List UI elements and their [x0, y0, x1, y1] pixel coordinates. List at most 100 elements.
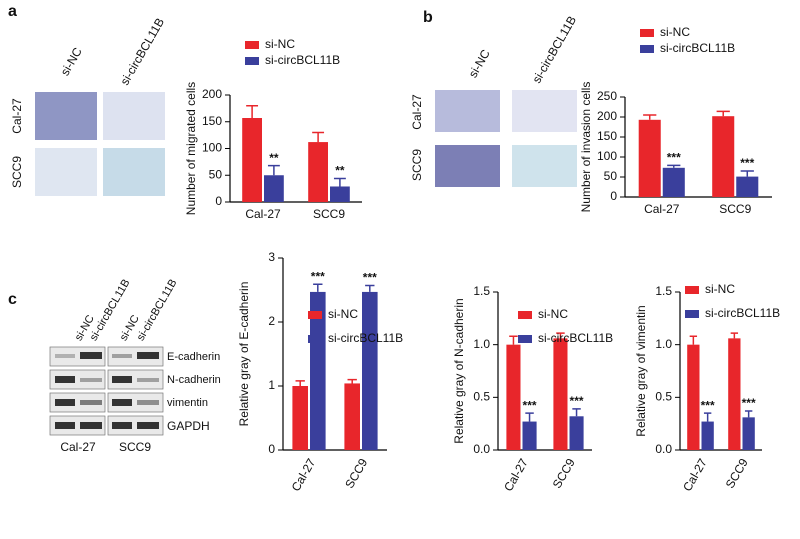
- x-tick-label: Cal-27: [245, 207, 281, 221]
- x-tick-label: Cal-27: [501, 456, 531, 494]
- y-tick-label: 200: [597, 109, 617, 123]
- y-tick-label: 2: [268, 314, 275, 328]
- x-tick-label: Cal-27: [289, 456, 319, 494]
- lane-label: si-circBCL11B: [135, 277, 180, 343]
- y-axis-label: Relative gray of N-cadherin: [452, 298, 466, 443]
- bar: [687, 344, 700, 450]
- bar: [344, 383, 360, 450]
- x-tick-label: Cal-27: [644, 202, 680, 216]
- legend-label: si-circBCL11B: [538, 331, 613, 345]
- y-tick-label: 100: [597, 149, 617, 163]
- panel-label: b: [423, 9, 433, 26]
- significance-label: ***: [742, 396, 756, 410]
- legend-label: si-NC: [660, 25, 690, 39]
- significance-label: ***: [363, 271, 377, 285]
- error-bar: [667, 164, 681, 168]
- y-tick-label: 200: [202, 87, 222, 101]
- error-bar: [744, 410, 753, 418]
- y-tick-label: 1.5: [655, 284, 672, 298]
- significance-label: ***: [570, 394, 584, 408]
- bar: [728, 338, 741, 450]
- y-tick-label: 0.5: [655, 390, 672, 404]
- y-tick-label: 0: [215, 194, 222, 208]
- y-axis-label: Number of migrated cells: [184, 82, 198, 215]
- legend-swatch: [308, 335, 322, 343]
- micrograph: [35, 92, 97, 140]
- y-tick-label: 150: [597, 129, 617, 143]
- y-tick-label: 100: [202, 141, 222, 155]
- x-tick-label: SCC9: [719, 202, 751, 216]
- significance-label: **: [269, 151, 279, 165]
- group-label: Cal-27: [60, 440, 96, 454]
- error-bar: [295, 380, 305, 386]
- y-tick-label: 3: [268, 250, 275, 264]
- legend-swatch: [308, 311, 322, 319]
- error-bar: [572, 408, 581, 417]
- band-label: N-cadherin: [167, 374, 221, 386]
- bar: [742, 417, 755, 450]
- y-axis-label: Relative gray of vimentin: [634, 305, 648, 436]
- bar: [330, 186, 350, 202]
- column-label: si-circBCL11B: [529, 14, 579, 86]
- micrograph: [435, 145, 500, 187]
- legend-label: si-circBCL11B: [328, 331, 403, 345]
- legend-swatch: [245, 41, 259, 49]
- bar: [310, 291, 326, 450]
- error-bar: [333, 177, 346, 187]
- bar: [506, 344, 521, 450]
- legend-label: si-circBCL11B: [705, 306, 780, 320]
- error-bar: [509, 335, 518, 345]
- error-bar: [740, 170, 754, 177]
- micrograph: [512, 90, 577, 132]
- band-label: GAPDH: [167, 419, 210, 433]
- y-tick-label: 1.0: [655, 337, 672, 351]
- column-label: si-circBCL11B: [117, 16, 167, 88]
- y-tick-label: 1.5: [473, 284, 490, 298]
- significance-label: **: [335, 164, 345, 178]
- y-tick-label: 1.0: [473, 337, 490, 351]
- row-label: SCC9: [10, 156, 24, 188]
- legend-label: si-NC: [705, 282, 735, 296]
- legend-swatch: [640, 45, 654, 53]
- legend-label: si-NC: [538, 307, 568, 321]
- y-tick-label: 0.5: [473, 390, 490, 404]
- legend-swatch: [685, 310, 699, 318]
- legend-label: si-NC: [265, 37, 295, 51]
- error-bar: [267, 164, 280, 176]
- legend-label: si-circBCL11B: [660, 41, 735, 55]
- error-bar: [556, 332, 565, 339]
- band-label: vimentin: [167, 397, 208, 409]
- bar: [522, 421, 537, 450]
- y-tick-label: 50: [604, 169, 618, 183]
- bar: [569, 416, 584, 450]
- significance-label: ***: [311, 269, 325, 283]
- row-label: SCC9: [410, 149, 424, 181]
- row-label: Cal-27: [410, 94, 424, 130]
- bar: [292, 386, 308, 450]
- legend-label: si-NC: [328, 307, 358, 321]
- legend-swatch: [518, 335, 532, 343]
- significance-label: ***: [523, 398, 537, 412]
- legend-swatch: [685, 286, 699, 294]
- legend-swatch: [518, 311, 532, 319]
- y-tick-label: 0.0: [473, 442, 490, 456]
- legend-swatch: [640, 29, 654, 37]
- legend-label: si-circBCL11B: [265, 53, 340, 67]
- error-bar: [525, 412, 534, 422]
- significance-label: ***: [667, 151, 681, 165]
- error-bar: [689, 335, 698, 345]
- significance-label: ***: [701, 398, 715, 412]
- y-tick-label: 250: [597, 89, 617, 103]
- y-tick-label: 1: [268, 378, 275, 392]
- y-tick-label: 50: [209, 167, 223, 181]
- error-bar: [365, 284, 375, 292]
- x-tick-label: Cal-27: [680, 456, 710, 494]
- x-tick-label: SCC9: [342, 456, 370, 491]
- significance-label: ***: [740, 156, 754, 170]
- x-tick-label: SCC9: [723, 456, 751, 491]
- group-label: SCC9: [119, 440, 151, 454]
- column-label: si-NC: [466, 47, 493, 80]
- micrograph: [103, 92, 165, 140]
- micrograph: [435, 90, 500, 132]
